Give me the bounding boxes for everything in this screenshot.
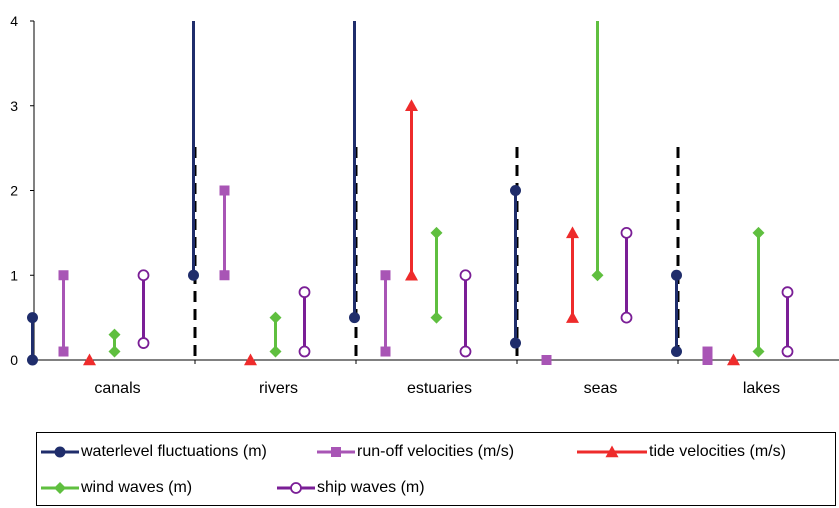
range-low-point <box>58 346 69 357</box>
range-low-point <box>219 270 230 281</box>
range-low-point <box>541 355 552 365</box>
range-mark <box>380 270 391 357</box>
range-mark <box>405 99 418 281</box>
range-low-point <box>566 311 579 323</box>
range-mark <box>269 311 282 358</box>
range-low-point <box>702 355 713 365</box>
range-high-point <box>702 346 713 357</box>
range-mark <box>781 286 794 358</box>
range-mark <box>591 21 604 282</box>
range-high-point <box>459 269 472 282</box>
range-mark <box>566 226 579 323</box>
range-mark <box>510 185 521 349</box>
range-low-point <box>510 337 521 349</box>
range-high-point <box>405 99 418 111</box>
legend-swatch-icon <box>577 445 647 458</box>
range-low-point <box>298 345 311 358</box>
range-low-point <box>244 353 257 366</box>
chart-plot-area: 0 1 2 3 4 canals rivers estuaries seas lakes <box>10 13 839 397</box>
range-high-point <box>137 269 150 282</box>
legend-label: ship waves (m) <box>317 479 425 496</box>
y-tick-label: 1 <box>10 267 18 283</box>
range-low-point <box>108 345 121 358</box>
legend-label: tide velocities (m/s) <box>649 443 786 460</box>
y-tick-label: 2 <box>10 183 18 199</box>
range-low-point <box>620 311 633 324</box>
legend-item: run-off velocities (m/s) <box>317 443 514 461</box>
range-high-point <box>219 185 230 196</box>
category-label: seas <box>584 380 618 397</box>
legend-label: waterlevel fluctuations (m) <box>81 443 267 460</box>
range-low-point <box>671 346 682 358</box>
range-low-point <box>752 345 765 358</box>
range-mark <box>702 346 713 365</box>
range-low-point <box>83 353 96 366</box>
range-low-point <box>27 354 38 366</box>
range-high-point <box>620 226 633 239</box>
category-label: canals <box>94 380 140 397</box>
range-mark <box>108 328 121 358</box>
y-tick-label: 0 <box>10 352 18 368</box>
range-low-point <box>781 345 794 358</box>
range-mark <box>541 355 552 365</box>
range-high-point <box>430 226 443 239</box>
range-low-point <box>188 269 199 281</box>
range-low-point <box>459 345 472 358</box>
range-mark <box>430 226 443 324</box>
legend-item: tide velocities (m/s) <box>577 443 786 461</box>
legend-label: run-off velocities (m/s) <box>357 443 515 460</box>
range-mark <box>752 226 765 358</box>
range-high-point <box>752 226 765 239</box>
range-low-point <box>405 268 418 281</box>
legend-item: ship waves (m) <box>277 479 425 497</box>
range-mark <box>83 353 96 366</box>
range-mark <box>188 21 199 281</box>
range-low-point <box>349 312 360 324</box>
y-tick-label: 4 <box>10 13 18 29</box>
legend-swatch-icon <box>41 482 79 494</box>
legend: waterlevel fluctuations (m) run-off veloc… <box>36 432 836 506</box>
y-tick-label: 3 <box>10 98 18 114</box>
series-ranges <box>27 21 794 366</box>
range-mark <box>349 21 360 324</box>
range-high-point <box>781 286 794 299</box>
legend-swatch-icon <box>317 447 355 457</box>
legend-item: waterlevel fluctuations (m) <box>41 443 267 461</box>
range-low-point <box>137 337 150 349</box>
range-mark <box>244 353 257 366</box>
range-high-point <box>671 269 682 281</box>
range-low-point <box>269 345 282 358</box>
range-mark <box>727 353 740 366</box>
range-low-point <box>727 353 740 366</box>
legend-swatch-icon <box>277 482 315 494</box>
range-high-point <box>298 286 311 299</box>
range-high-point <box>58 270 69 281</box>
range-mark <box>620 226 633 324</box>
legend-item: wind waves (m) <box>41 479 192 497</box>
range-mark <box>459 269 472 358</box>
range-high-point <box>380 270 391 281</box>
range-mark <box>298 286 311 358</box>
range-mark <box>219 185 230 281</box>
range-high-point <box>269 311 282 324</box>
legend-label: wind waves (m) <box>81 479 193 496</box>
category-label: lakes <box>743 380 780 397</box>
range-low-point <box>591 269 604 282</box>
category-label: rivers <box>259 380 298 397</box>
range-high-point <box>566 226 579 239</box>
range-low-point <box>430 311 443 324</box>
range-high-point <box>108 328 121 341</box>
range-high-point <box>27 312 38 324</box>
legend-swatch-icon <box>41 446 79 458</box>
range-low-point <box>380 346 391 357</box>
range-mark <box>58 270 69 357</box>
range-mark <box>137 269 150 349</box>
range-mark <box>671 269 682 358</box>
range-mark <box>27 312 38 366</box>
category-label: estuaries <box>407 380 472 397</box>
axes: 0 1 2 3 4 canals rivers estuaries seas lakes <box>10 13 839 397</box>
range-high-point <box>510 185 521 196</box>
